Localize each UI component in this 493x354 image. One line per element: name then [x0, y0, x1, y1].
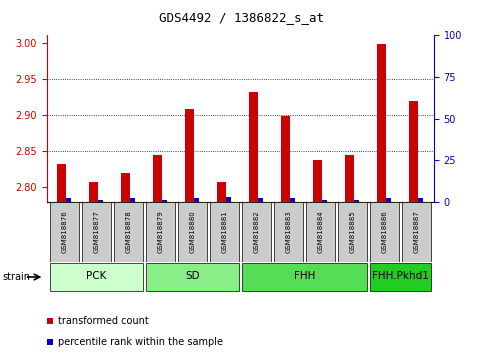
Bar — [409, 101, 418, 202]
Bar — [82, 202, 111, 262]
Bar — [274, 202, 303, 262]
Bar — [66, 199, 71, 202]
Bar — [185, 109, 194, 202]
Bar — [210, 202, 239, 262]
Text: FHH: FHH — [294, 272, 315, 281]
Text: GDS4492 / 1386822_s_at: GDS4492 / 1386822_s_at — [159, 11, 324, 24]
Bar — [418, 199, 423, 202]
Bar — [242, 202, 271, 262]
Bar — [47, 318, 53, 324]
Text: GSM818880: GSM818880 — [189, 211, 195, 253]
Bar — [338, 202, 367, 262]
Bar — [47, 339, 53, 345]
Bar — [353, 200, 359, 202]
Text: GSM818885: GSM818885 — [349, 211, 355, 253]
Bar — [345, 155, 354, 202]
Bar — [153, 155, 162, 202]
Bar — [114, 202, 143, 262]
Text: GSM818876: GSM818876 — [62, 211, 68, 253]
Bar — [242, 263, 367, 291]
Bar — [50, 263, 143, 291]
Bar — [321, 200, 327, 202]
Text: percentile rank within the sample: percentile rank within the sample — [58, 337, 223, 347]
Bar — [401, 202, 431, 262]
Bar — [282, 116, 290, 202]
Bar — [145, 202, 175, 262]
Bar — [194, 199, 199, 202]
Text: GSM818881: GSM818881 — [221, 211, 227, 253]
Text: GSM818878: GSM818878 — [125, 211, 132, 253]
Bar — [313, 160, 322, 202]
Bar — [370, 263, 431, 291]
Bar — [306, 202, 335, 262]
Bar — [130, 199, 136, 202]
Bar — [50, 202, 79, 262]
Text: GSM818877: GSM818877 — [93, 211, 100, 253]
Text: SD: SD — [185, 272, 200, 281]
Bar — [121, 173, 130, 202]
Bar — [145, 263, 239, 291]
Bar — [57, 164, 67, 202]
Text: strain: strain — [2, 272, 31, 282]
Text: FHH.Pkhd1: FHH.Pkhd1 — [372, 272, 429, 281]
Text: GSM818887: GSM818887 — [413, 211, 419, 253]
Text: GSM818884: GSM818884 — [317, 211, 323, 253]
Bar — [177, 202, 207, 262]
Text: GSM818879: GSM818879 — [157, 211, 163, 253]
Text: GSM818882: GSM818882 — [253, 211, 259, 253]
Bar — [258, 199, 263, 202]
Bar — [370, 202, 399, 262]
Text: transformed count: transformed count — [58, 316, 148, 326]
Bar — [249, 92, 258, 202]
Bar — [289, 199, 295, 202]
Bar — [386, 199, 391, 202]
Bar — [98, 200, 104, 202]
Text: GSM818886: GSM818886 — [381, 211, 387, 253]
Text: PCK: PCK — [86, 272, 106, 281]
Bar — [377, 44, 386, 202]
Bar — [89, 182, 98, 202]
Bar — [162, 200, 168, 202]
Bar — [217, 182, 226, 202]
Bar — [226, 197, 231, 202]
Text: GSM818883: GSM818883 — [285, 211, 291, 253]
